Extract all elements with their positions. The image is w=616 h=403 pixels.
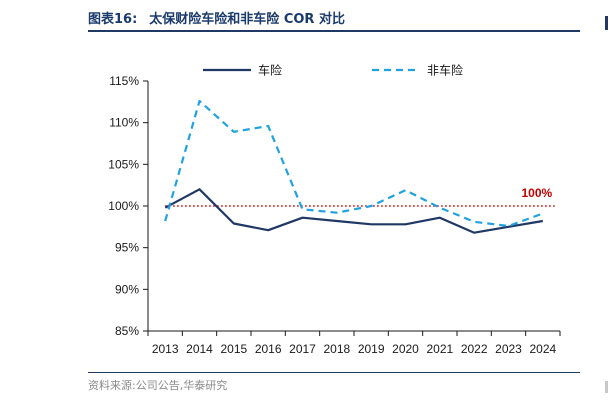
series-line-non-auto (164, 99, 544, 228)
page-edge-marker (605, 16, 608, 30)
y-tick-label: 105% (108, 157, 139, 171)
y-tick-label: 100% (108, 199, 139, 213)
x-tick-label: 2014 (186, 342, 213, 356)
reference-line-label: 100% (521, 186, 552, 200)
legend-label-auto: 车险 (258, 63, 282, 78)
x-tick-label: 2017 (289, 342, 316, 356)
y-tick-label: 110% (109, 116, 139, 130)
y-tick-label: 85% (115, 324, 139, 338)
x-tick-label: 2013 (152, 342, 179, 356)
chart-legend: 车险 非车险 (203, 63, 463, 78)
x-tick-label: 2015 (220, 342, 247, 356)
x-tick-label: 2024 (529, 342, 556, 356)
figure-number: 图表16: (88, 12, 138, 27)
page-edge-marker-bottom (605, 381, 608, 393)
y-tick-label: 115% (109, 74, 139, 88)
y-tick-label: 95% (115, 241, 139, 255)
legend-label-non-auto: 非车险 (427, 63, 463, 78)
x-tick-label: 2022 (461, 342, 488, 356)
y-tick-label: 90% (115, 282, 139, 296)
x-tick-label: 2016 (255, 342, 282, 356)
x-tick-label: 2020 (392, 342, 419, 356)
reference-line-group: 100% (165, 186, 555, 207)
title-rule (88, 30, 580, 32)
footer-rule (88, 372, 580, 373)
source-note: 资料来源:公司公告,华泰研究 (88, 379, 228, 392)
chart-axes: 85% 90% 95% 100% 105% 110% 115% 2013 2014 2015 201… (108, 74, 561, 356)
figure-title-text: 太保财险车险和非车险 COR 对比 (149, 12, 345, 27)
x-tick-label: 2018 (323, 342, 350, 356)
x-tick-label: 2019 (358, 342, 385, 356)
figure-title: 图表16: 太保财险车险和非车险 COR 对比 (88, 8, 345, 27)
series-group (164, 99, 544, 234)
x-tick-label: 2021 (426, 342, 453, 356)
series-line-auto (164, 188, 543, 234)
x-tick-label: 2023 (495, 342, 522, 356)
